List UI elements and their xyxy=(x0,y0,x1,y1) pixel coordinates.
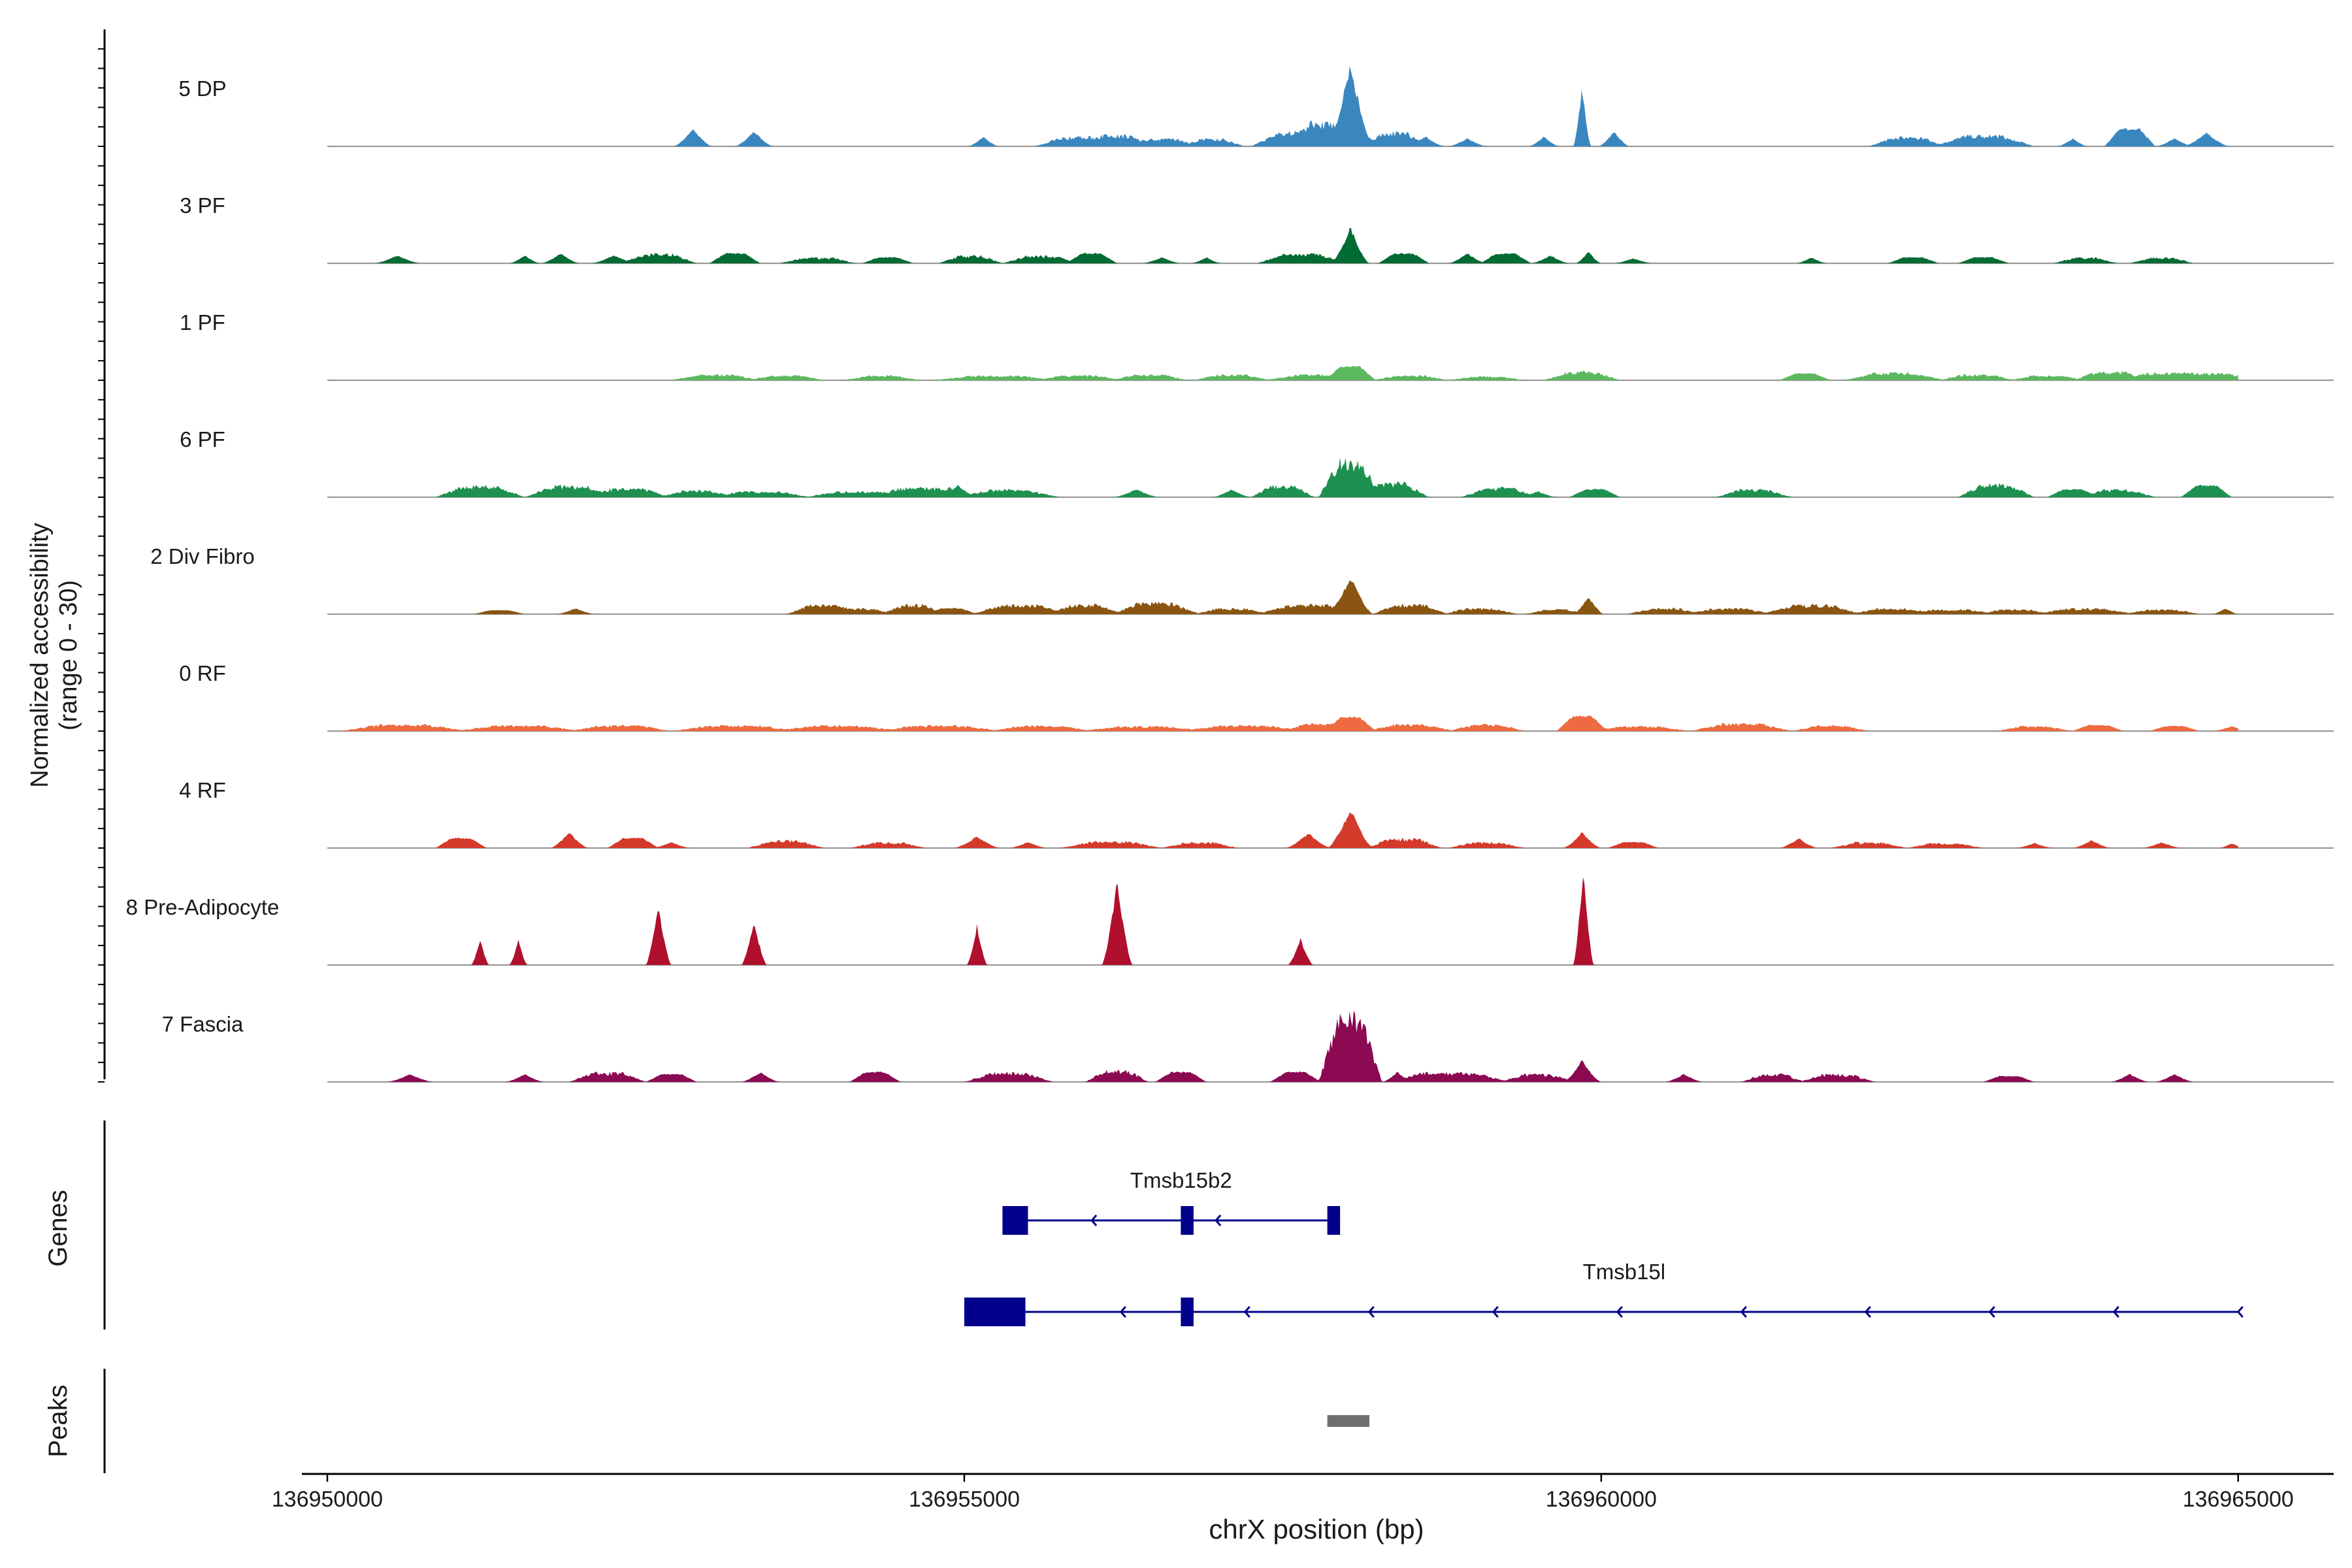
gene-name-label: Tmsb15b2 xyxy=(1130,1168,1232,1192)
track-label: 7 Fascia xyxy=(162,1012,244,1036)
y-axis xyxy=(98,29,106,1083)
track-6-pf: 6 PF xyxy=(180,427,2334,498)
coverage-area xyxy=(327,457,2238,497)
strand-arrow xyxy=(2112,1306,2119,1318)
track-label: 4 RF xyxy=(179,778,226,802)
peak-region xyxy=(1327,1415,1369,1427)
coverage-area xyxy=(327,580,2238,614)
y-axis-label-line-1: Normalized accessibility xyxy=(26,523,54,787)
track-label: 3 PF xyxy=(180,193,225,218)
track-label: 2 Div Fibro xyxy=(150,544,255,568)
coverage-area xyxy=(327,66,2238,146)
coverage-area xyxy=(327,715,2238,731)
track-2-div-fibro: 2 Div Fibro xyxy=(150,544,2334,615)
x-tick-label: 136950000 xyxy=(272,1487,383,1512)
coverage-area xyxy=(327,1010,2238,1082)
coverage-area xyxy=(327,877,2238,965)
track-3-pf: 3 PF xyxy=(180,193,2334,265)
track-label: 1 PF xyxy=(180,310,225,335)
gene-annotation-track: Genes Tmsb15b2 Tmsb15l xyxy=(44,1120,2244,1330)
gene-name-label: Tmsb15l xyxy=(1583,1260,1666,1284)
coverage-area xyxy=(327,365,2238,380)
y-axis-label-line-2: (range 0 - 30) xyxy=(55,580,82,730)
gene-tmsb15l: Tmsb15l xyxy=(964,1260,2244,1326)
strand-arrow xyxy=(1367,1306,1375,1318)
strand-arrow xyxy=(2236,1306,2244,1318)
track-label: 5 DP xyxy=(178,76,226,101)
track-1-pf: 1 PF xyxy=(180,310,2334,382)
y-axis-label: Normalized accessibility (range 0 - 30) xyxy=(26,523,82,787)
peaks-track: Peaks xyxy=(44,1369,1369,1473)
strand-arrow xyxy=(1090,1215,1098,1226)
track-label: 8 Pre-Adipocyte xyxy=(126,895,280,919)
x-tick-label: 136960000 xyxy=(1546,1487,1657,1512)
strand-arrow xyxy=(1740,1306,1747,1318)
track-0-rf: 0 RF xyxy=(179,661,2334,732)
x-tick-label: 136965000 xyxy=(2183,1487,2294,1512)
track-label: 6 PF xyxy=(180,427,225,451)
strand-arrow xyxy=(1119,1306,1126,1318)
x-axis-title: chrX position (bp) xyxy=(1209,1514,1424,1544)
coverage-area xyxy=(327,812,2238,848)
gene-exon xyxy=(1327,1206,1341,1235)
gene-exon xyxy=(1002,1206,1028,1235)
x-axis: 136950000 136955000 136960000 136965000 xyxy=(272,1473,2334,1512)
strand-arrow xyxy=(1243,1306,1250,1318)
strand-arrow xyxy=(1215,1215,1222,1226)
strand-arrow xyxy=(1616,1306,1623,1318)
gene-exon xyxy=(1181,1206,1194,1235)
coverage-area xyxy=(327,227,2238,263)
track-4-rf: 4 RF xyxy=(179,778,2334,849)
gene-exon xyxy=(1181,1298,1194,1326)
track-5-dp: 5 DP xyxy=(178,66,2334,148)
genes-track-label: Genes xyxy=(44,1190,73,1267)
gene-exon xyxy=(964,1298,1026,1326)
strand-arrow xyxy=(1864,1306,1871,1318)
x-tick-label: 136955000 xyxy=(909,1487,1020,1512)
track-7-fascia: 7 Fascia xyxy=(162,1010,2334,1083)
track-label: 0 RF xyxy=(179,661,226,685)
gene-tmsb15b2: Tmsb15b2 xyxy=(1002,1168,1341,1235)
strand-arrow xyxy=(1988,1306,1995,1318)
coverage-tracks: 5 DP 3 PF 1 PF 6 PF 2 Div Fibro 0 RF 4 RF 8 Pre… xyxy=(126,66,2334,1083)
track-8-pre-adipocyte: 8 Pre-Adipocyte xyxy=(126,877,2334,966)
strand-arrow xyxy=(1492,1306,1499,1318)
peaks-track-label: Peaks xyxy=(44,1384,73,1457)
